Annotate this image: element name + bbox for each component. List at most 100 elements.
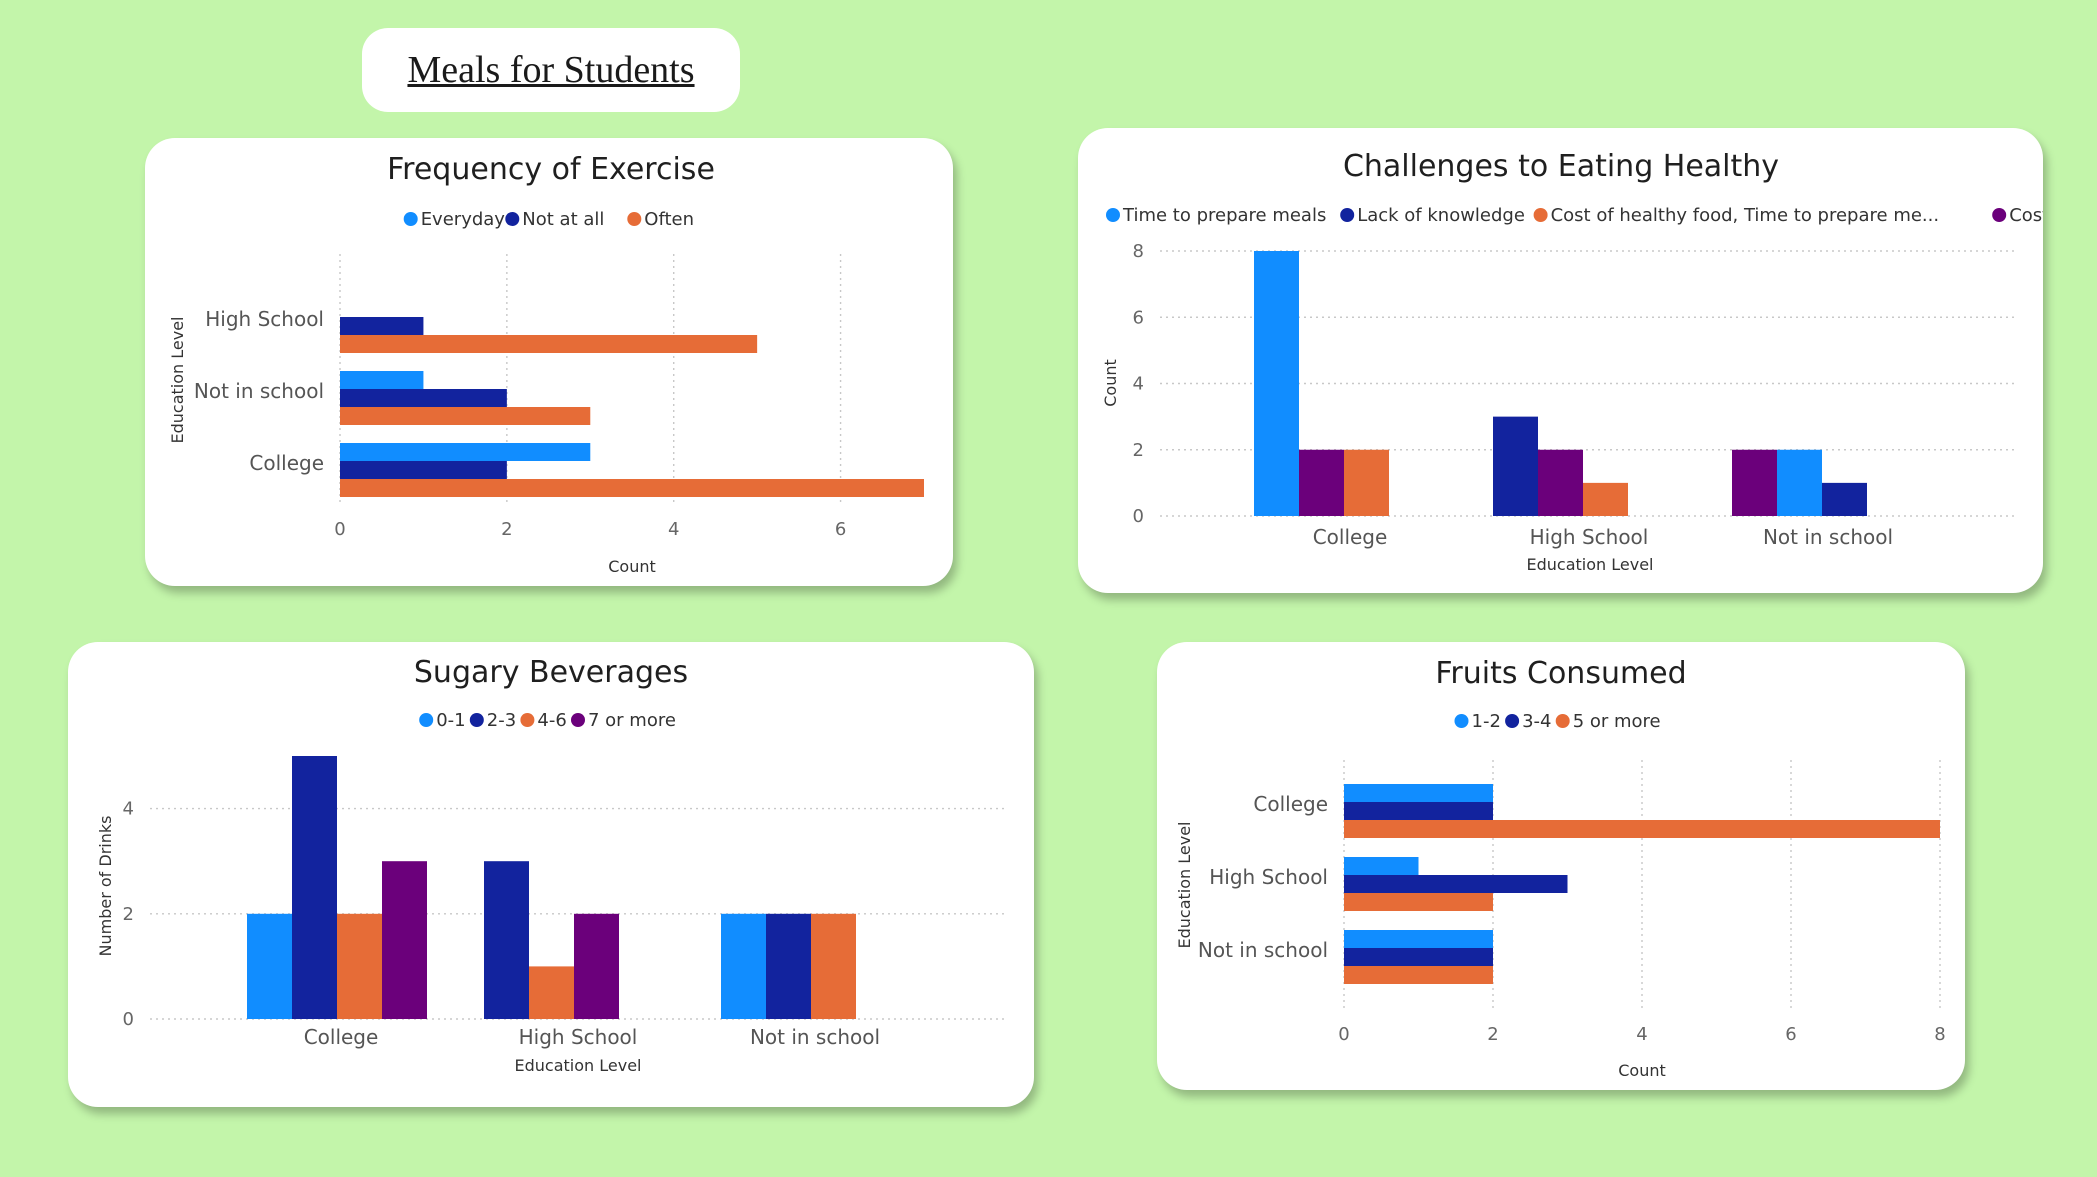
y-category-label: College [249,451,324,475]
bar-lack-of-knowledge [1493,416,1538,516]
y-axis-title: Education Level [168,317,187,444]
bar-everyday [340,443,591,461]
y-tick-label: 4 [1133,374,1144,395]
bar-lack-of-knowledge [1822,482,1867,516]
bar-cost-of-healthy-food-time-to-prepare-me [1583,482,1628,516]
legend-marker-cost-of-healthy-food [1992,208,2007,222]
x-tick-label: 4 [1636,1024,1647,1045]
y-tick-label: 2 [123,904,134,925]
bar-cost-of-healthy-food [1299,449,1344,516]
legend-marker-0-1 [419,713,434,727]
y-tick-label: 2 [1133,440,1144,461]
chart-title: Frequency of Exercise [387,152,715,187]
bar-cost-of-healthy-food [1732,449,1777,516]
x-tick-label: 2 [501,519,512,540]
x-category-label: High School [1530,525,1649,549]
x-tick-label: 0 [334,519,345,540]
x-category-label: College [304,1025,379,1049]
x-tick-label: 8 [1934,1024,1945,1045]
legend-label-cost-of-healthy-food: Cost of healthy food [2009,205,2043,226]
bar-2-3 [292,756,337,1019]
legend-marker-4-6 [520,713,535,727]
bar-4-6 [337,913,382,1019]
bar-2-3 [484,861,529,1019]
bar-not-at-all [340,389,507,407]
legend-marker-5-or-more [1555,714,1570,728]
y-tick-label: 6 [1133,307,1144,328]
bar-2-3 [766,913,811,1019]
chart-title: Challenges to Eating Healthy [1343,149,1779,184]
bar-3-4 [1344,875,1568,893]
legend-label-everyday: Everyday [421,209,506,230]
exercise-chart-card[interactable]: Frequency of Exercise Everyday Not at all O… [145,138,953,586]
x-category-label: College [1313,525,1388,549]
legend-marker-time-to-prepare-meals [1106,208,1120,222]
x-axis-title: Education Level [515,1056,642,1075]
bar-time-to-prepare-meals [1254,251,1299,516]
legend-marker-2-3 [469,713,484,727]
y-tick-label: 0 [1133,506,1144,527]
legend-label-2-3: 2-3 [487,710,516,731]
y-category-label: High School [1209,865,1328,889]
legend-marker-3-4 [1505,714,1520,728]
x-tick-label: 6 [1785,1024,1796,1045]
bar-0-1 [247,913,292,1019]
legend-label-3-4: 3-4 [1522,711,1551,732]
y-category-label: High School [205,307,324,331]
legend-label-lack-of-knowledge: Lack of knowledge [1357,205,1525,226]
bar-5-or-more [1344,966,1493,984]
x-tick-label: 4 [668,519,679,540]
chart-title: Sugary Beverages [414,655,688,690]
bar-often [340,479,924,497]
fruits-chart-card[interactable]: Fruits Consumed 1-2 3-4 5 or more 0 2 4 6 8 Colle… [1157,642,1965,1090]
x-axis-title: Education Level [1527,555,1654,574]
legend-label-5-or-more: 5 or more [1573,711,1661,732]
y-axis-title: Count [1101,359,1120,407]
legend-marker-lack-of-knowledge [1340,208,1355,222]
bar-5-or-more [1344,893,1493,911]
legend-marker-7-or-more [571,713,585,727]
bar-1-2 [1344,784,1493,802]
legend-marker-cost-of-healthy-food-time-to-prepare-me [1533,208,1548,222]
bar-0-1 [721,913,766,1019]
bar-not-at-all [340,461,507,479]
legend-label-4-6: 4-6 [537,710,566,731]
bar-1-2 [1344,930,1493,948]
y-tick-label: 4 [123,799,134,820]
bar-5-or-more [1344,820,1940,838]
y-tick-label: 8 [1133,241,1144,262]
x-tick-label: 2 [1487,1024,1498,1045]
legend-label-cost-of-healthy-food-time-to-prepare-me: Cost of healthy food, Time to prepare me… [1551,205,1940,226]
x-category-label: Not in school [1763,525,1893,549]
beverages-chart-card[interactable]: Sugary Beverages 0-1 2-3 4-6 7 or more 0 2 4 Col… [68,642,1034,1107]
y-category-label: Not in school [194,379,324,403]
exercise-chart: Frequency of Exercise Everyday Not at all O… [168,152,924,576]
challenges-chart-card[interactable]: Challenges to Eating Healthy Time to prep… [1078,128,2043,593]
bar-often [340,407,591,425]
legend-label-0-1: 0-1 [436,710,465,731]
page-title: Meals for Students [407,49,695,91]
y-axis-title: Education Level [1175,822,1194,949]
beverages-chart: Sugary Beverages 0-1 2-3 4-6 7 or more 0 2 4 Col… [96,655,1008,1075]
bar-3-4 [1344,802,1493,820]
bar-everyday [340,371,424,389]
legend-marker-often [627,212,642,226]
bar-4-6 [529,966,574,1019]
bar-cost-of-healthy-food [1538,449,1583,516]
bar-7-or-more [382,861,427,1019]
y-category-label: College [1253,792,1328,816]
bar-7-or-more [574,913,619,1019]
legend-label-often: Often [644,209,694,230]
bar-often [340,335,758,353]
x-category-label: High School [519,1025,638,1049]
chart-title: Fruits Consumed [1435,656,1686,691]
y-axis-title: Number of Drinks [96,816,115,957]
bar-cost-of-healthy-food-time-to-prepare-me [1344,449,1389,516]
legend-label-7-or-more: 7 or more [588,710,676,731]
bar-3-4 [1344,948,1493,966]
bar-1-2 [1344,857,1419,875]
x-category-label: Not in school [750,1025,880,1049]
legend-label-time-to-prepare-meals: Time to prepare meals [1122,205,1326,226]
bar-4-6 [811,913,856,1019]
x-axis-title: Count [1618,1061,1666,1080]
